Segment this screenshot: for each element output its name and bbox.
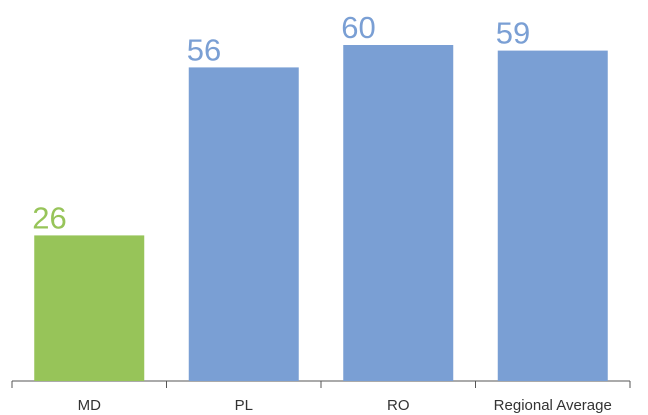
bar: [497, 50, 608, 381]
x-tick-label: RO: [387, 397, 410, 414]
x-tick-label: Regional Average: [494, 397, 612, 414]
bar: [343, 45, 454, 381]
x-tick-label: PL: [235, 397, 253, 414]
value-label: 59: [496, 16, 530, 51]
value-label: 60: [341, 10, 375, 45]
bar: [188, 67, 299, 382]
value-label: 26: [32, 200, 66, 235]
value-label: 56: [187, 32, 221, 67]
bar: [34, 235, 145, 381]
x-tick-label: MD: [78, 397, 101, 414]
